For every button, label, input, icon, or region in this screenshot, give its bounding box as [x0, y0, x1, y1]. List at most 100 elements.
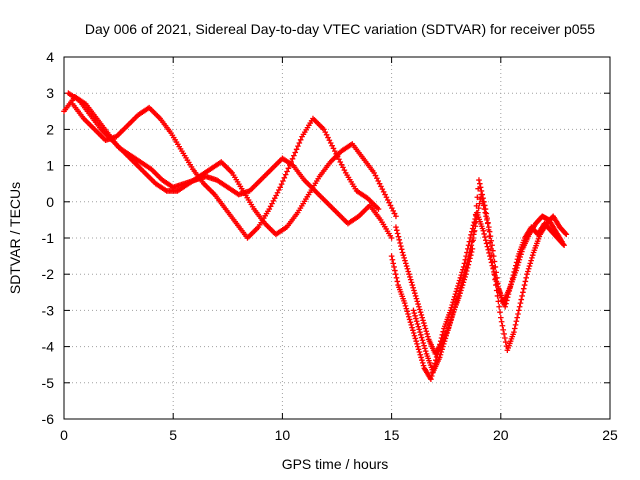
- data-point: [479, 191, 486, 198]
- data-point: [422, 348, 429, 354]
- data-point: [473, 203, 480, 209]
- data-point: [471, 228, 477, 235]
- data-point: [403, 305, 410, 312]
- data-point: [415, 346, 422, 353]
- data-point: [407, 319, 414, 325]
- data-point: [425, 333, 431, 340]
- data-point: [472, 220, 478, 226]
- data-point: [407, 274, 413, 280]
- data-point: [291, 152, 297, 159]
- data-point: [462, 274, 468, 280]
- data-point: [458, 287, 464, 294]
- data-point: [393, 275, 400, 281]
- data-point: [494, 275, 500, 281]
- data-point: [409, 282, 416, 288]
- data-point: [416, 349, 423, 355]
- data-point: [513, 262, 519, 269]
- y-tick-label: -1: [42, 230, 55, 246]
- data-point: [495, 298, 502, 305]
- data-point: [413, 318, 420, 325]
- data-point: [402, 260, 409, 267]
- data-point: [393, 224, 399, 230]
- data-point: [393, 213, 399, 220]
- data-point: [490, 247, 496, 254]
- data-point: [516, 303, 523, 310]
- data-point: [401, 255, 407, 261]
- data-point: [398, 246, 405, 253]
- data-point: [480, 195, 486, 201]
- data-point: [395, 233, 402, 240]
- y-tick-label: 3: [46, 85, 54, 101]
- data-point: [375, 206, 382, 212]
- data-point: [437, 351, 444, 358]
- data-point: [413, 315, 419, 322]
- data-point: [390, 260, 397, 267]
- data-point: [424, 331, 430, 337]
- data-point: [413, 295, 420, 302]
- data-point: [416, 306, 423, 313]
- data-point: [465, 261, 472, 268]
- data-point: [445, 324, 452, 331]
- data-point: [393, 227, 400, 234]
- data-point: [503, 300, 509, 307]
- data-point: [388, 253, 395, 259]
- data-point: [461, 276, 468, 283]
- data-point: [500, 327, 507, 333]
- data-point: [411, 287, 417, 294]
- data-point: [525, 268, 531, 275]
- data-point: [392, 271, 399, 277]
- data-point: [525, 265, 532, 272]
- data-point: [562, 230, 569, 237]
- data-point: [520, 285, 527, 292]
- data-point: [410, 284, 416, 291]
- data-point: [414, 298, 421, 305]
- data-point: [408, 279, 415, 286]
- data-point: [520, 289, 526, 296]
- data-point: [505, 291, 512, 297]
- data-point: [282, 171, 289, 178]
- series-track-2: [65, 90, 399, 238]
- data-point: [418, 312, 425, 318]
- data-point: [394, 230, 401, 237]
- data-point: [524, 271, 530, 277]
- data-point: [464, 265, 471, 271]
- data-point: [490, 253, 497, 259]
- data-point: [407, 276, 414, 283]
- data-point: [508, 281, 514, 288]
- data-point: [412, 290, 418, 297]
- data-point: [502, 303, 508, 310]
- data-point: [417, 309, 424, 316]
- data-point: [449, 313, 455, 320]
- data-point: [418, 332, 424, 338]
- data-point: [396, 237, 403, 243]
- y-tick-label: 4: [46, 49, 54, 65]
- data-point: [402, 257, 408, 264]
- data-point: [447, 319, 454, 325]
- data-point: [421, 320, 427, 326]
- data-point: [519, 293, 525, 299]
- data-point: [489, 242, 495, 249]
- data-point: [440, 343, 446, 350]
- data-point: [442, 335, 449, 342]
- data-point: [388, 235, 395, 241]
- y-tick-label: -4: [42, 339, 55, 355]
- data-point: [518, 296, 525, 303]
- data-point: [498, 318, 505, 325]
- data-point: [397, 240, 403, 246]
- data-point: [485, 224, 492, 230]
- grid: [64, 57, 610, 419]
- data-point: [482, 237, 489, 244]
- data-point: [398, 243, 404, 249]
- data-point: [419, 360, 426, 366]
- data-point: [411, 332, 418, 339]
- data-point: [511, 269, 517, 275]
- data-point: [499, 322, 506, 329]
- data-point: [488, 237, 495, 244]
- data-point: [522, 278, 529, 285]
- y-tick-label: 2: [46, 121, 54, 137]
- data-point: [415, 301, 421, 307]
- data-point: [389, 256, 396, 263]
- data-point: [527, 260, 534, 267]
- data-point: [405, 311, 411, 317]
